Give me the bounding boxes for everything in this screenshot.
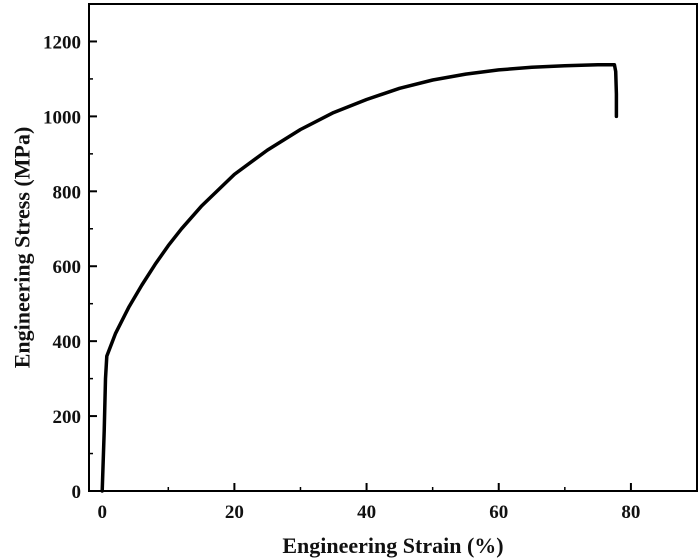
y-tick-label: 200 [53, 407, 82, 428]
y-axis-title: Engineering Stress (MPa) [10, 127, 35, 369]
x-tick-label: 60 [489, 502, 508, 523]
y-tick-label: 0 [72, 482, 82, 503]
y-tick-label: 800 [53, 182, 82, 203]
x-tick-label: 80 [621, 502, 640, 523]
x-tick-label: 0 [97, 502, 107, 523]
x-tick-label: 20 [225, 502, 244, 523]
plot-frame [88, 3, 698, 492]
x-axis-title: Engineering Strain (%) [282, 533, 503, 558]
stress-strain-curve [100, 62, 619, 493]
x-tick-label: 40 [357, 502, 376, 523]
y-tick-label: 1200 [43, 32, 81, 53]
y-tick-label: 400 [53, 332, 82, 353]
y-tick-label: 600 [53, 257, 82, 278]
y-tick-label: 1000 [43, 107, 81, 128]
